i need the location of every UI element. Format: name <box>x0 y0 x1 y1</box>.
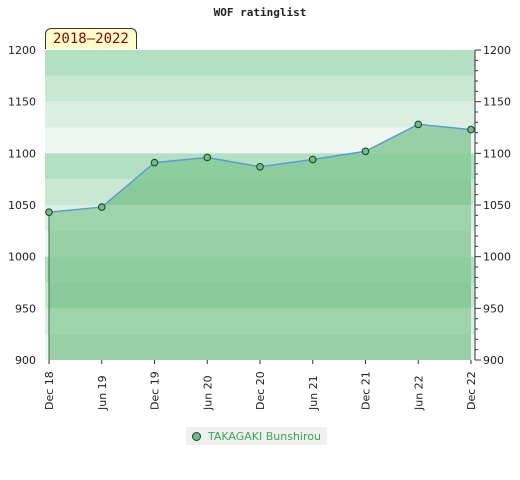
y-tick-label-right: 1150 <box>483 96 511 109</box>
legend: TAKAGAKI Bunshirou <box>186 427 327 445</box>
series-area <box>49 124 471 361</box>
data-points <box>45 120 475 217</box>
x-tick-label: Dec 21 <box>360 371 373 410</box>
legend-marker <box>192 431 201 441</box>
y-tick-label-right: 1200 <box>483 44 511 57</box>
y-tick-label-right: 900 <box>483 354 504 367</box>
data-point <box>97 203 106 211</box>
data-point <box>361 147 370 156</box>
y-tick-label-left: 1150 <box>8 96 36 109</box>
y-tick-label-right: 1100 <box>483 147 511 160</box>
y-tick-label-left: 1100 <box>8 147 36 160</box>
y-tick-label-left: 1050 <box>8 199 36 212</box>
data-point <box>467 125 475 134</box>
legend-series-name: TAKAGAKI Bunshirou <box>208 429 321 443</box>
period-badge: 2018–2022 <box>45 28 137 49</box>
y-tick-label-left: 950 <box>15 302 36 315</box>
axes: 900 900 950 950 1000 1000 1050 1050 1100 1100 1150… <box>8 44 511 411</box>
area-band <box>49 334 471 360</box>
background-band <box>45 75 475 102</box>
data-point <box>308 155 317 164</box>
x-tick-label: Jun 19 <box>96 375 109 411</box>
x-tick-label: Jun 21 <box>307 375 320 411</box>
data-point <box>203 153 212 162</box>
chart-title: WOF ratinglist <box>213 6 307 19</box>
data-point <box>45 208 53 217</box>
y-tick-label-left: 900 <box>15 354 36 367</box>
area-band <box>49 230 471 257</box>
background-band <box>45 101 475 128</box>
data-point <box>256 162 264 171</box>
y-tick-label-right: 950 <box>483 302 504 315</box>
background-band <box>45 50 475 76</box>
x-tick-label: Dec 18 <box>43 371 56 410</box>
y-tick-label-right: 1050 <box>483 199 511 212</box>
y-tick-label-left: 1200 <box>8 44 36 57</box>
x-tick-label: Jun 22 <box>412 375 425 411</box>
y-tick-label-left: 1000 <box>8 251 36 264</box>
area-band <box>49 282 471 309</box>
x-tick-label: Jun 20 <box>201 375 214 411</box>
y-tick-label-right: 1000 <box>483 251 511 264</box>
x-tick-label: Dec 20 <box>254 371 267 410</box>
data-point <box>150 158 159 167</box>
data-point <box>414 120 423 129</box>
x-tick-label: Dec 19 <box>149 371 162 410</box>
x-tick-label: Dec 22 <box>465 371 478 410</box>
